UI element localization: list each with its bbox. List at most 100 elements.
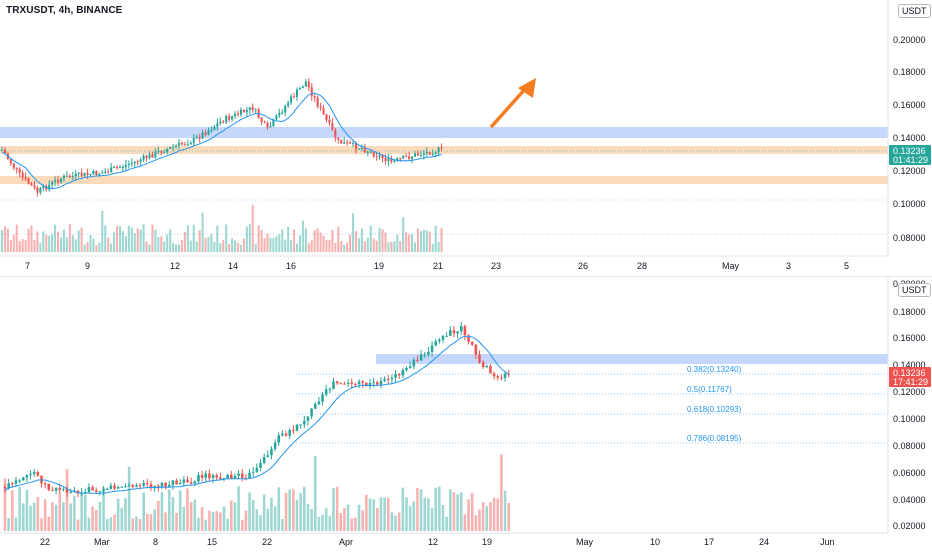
candle-body <box>76 490 80 494</box>
volume-bar <box>441 504 445 531</box>
candle-body <box>36 187 39 193</box>
volume-bar <box>396 234 399 252</box>
candle-body <box>408 156 411 159</box>
volume-bar <box>503 490 507 531</box>
candle-body <box>157 151 160 153</box>
bottom-time-axis: 22 Mar 8 15 22 Apr 12 19 May 10 17 24 Ju… <box>0 532 888 547</box>
volume-bar <box>416 228 419 252</box>
volume-bar <box>178 490 182 531</box>
candle-body <box>107 171 110 173</box>
candle-body <box>278 112 281 116</box>
time-tick: May <box>722 261 740 271</box>
candle-body <box>301 86 304 89</box>
volume-bar <box>328 516 332 531</box>
candle-body <box>225 116 228 123</box>
top-chart-pane[interactable]: 0.20000 0.18000 0.16000 0.14000 0.12000 … <box>0 0 932 276</box>
bottom-chart-pane[interactable]: 0.382(0.13240) 0.5(0.11767) 0.618(0.1029… <box>0 276 932 550</box>
volume-bar <box>172 242 175 252</box>
candle-body <box>69 491 72 493</box>
volume-bar <box>386 497 390 531</box>
volume-bar <box>171 496 175 531</box>
volume-bar <box>133 233 136 252</box>
candle-body <box>449 330 452 336</box>
candle-body <box>47 483 51 490</box>
candle-body <box>507 373 510 375</box>
time-tick: 9 <box>85 261 90 271</box>
currency-button[interactable]: USDT <box>898 283 931 297</box>
volume-bar <box>245 226 248 252</box>
candle-body <box>222 121 225 123</box>
candle-body <box>80 172 83 177</box>
candle-body <box>357 148 360 150</box>
candle-body <box>321 394 324 402</box>
volume-bar <box>463 514 467 531</box>
volume-bar <box>284 239 287 252</box>
volume-bar <box>89 234 92 252</box>
candle-body <box>9 158 12 164</box>
top-chart-canvas[interactable]: 0.20000 0.18000 0.16000 0.14000 0.12000 … <box>0 0 932 276</box>
time-tick: Apr <box>339 537 353 547</box>
volume-bar <box>65 468 69 531</box>
volume-bar <box>86 241 89 252</box>
candle-body <box>390 157 393 162</box>
candle-body <box>207 130 210 135</box>
volume-bar <box>234 240 237 252</box>
candle-body <box>287 102 290 106</box>
volume-bar <box>328 239 331 252</box>
volume-bar <box>242 238 245 252</box>
bottom-chart-canvas[interactable]: 0.382(0.13240) 0.5(0.11767) 0.618(0.1029… <box>0 277 932 551</box>
bottom-price-tag: 0.13236 17:41:29 <box>889 367 931 387</box>
volume-bar <box>317 516 321 531</box>
candle-body <box>269 126 272 128</box>
volume-bar <box>39 243 42 252</box>
candle-body <box>48 184 51 190</box>
candle-body <box>33 185 36 188</box>
volume-bar <box>481 502 485 531</box>
candle-body <box>350 382 354 384</box>
time-tick: 3 <box>786 261 791 271</box>
candle-body <box>298 88 301 90</box>
volume-bar <box>74 239 77 252</box>
candle-body <box>440 147 443 149</box>
volume-bar <box>440 228 443 252</box>
volume-bar <box>104 225 107 252</box>
volume-bar <box>378 227 381 252</box>
candle-body <box>322 108 325 115</box>
volume-bar <box>335 487 339 531</box>
candle-body <box>62 489 65 491</box>
top-volume-bars <box>0 204 443 252</box>
candle-body <box>51 489 54 491</box>
candle-body <box>175 145 178 147</box>
top-price-axis: 0.20000 0.18000 0.16000 0.14000 0.12000 … <box>887 0 926 256</box>
volume-bar <box>222 506 226 531</box>
volume-bar <box>98 242 101 252</box>
candle-body <box>116 167 119 169</box>
volume-bar <box>350 518 354 531</box>
volume-bar <box>216 225 219 252</box>
price-tick: 0.18000 <box>893 67 926 77</box>
volume-bar <box>65 237 68 252</box>
candle-body <box>177 142 181 146</box>
candle-body <box>27 178 30 184</box>
candle-body <box>138 485 142 487</box>
candle-body <box>251 471 255 473</box>
volume-bar <box>393 241 396 252</box>
candle-body <box>213 126 216 130</box>
volume-bar <box>452 492 456 531</box>
volume-bar <box>120 507 124 531</box>
volume-bar <box>368 498 372 531</box>
price-tick: 0.16000 <box>893 100 926 110</box>
volume-bar <box>281 229 284 252</box>
candle-body <box>360 148 363 150</box>
candle-body <box>189 142 192 145</box>
candle-body <box>354 383 357 385</box>
candle-body <box>98 173 101 175</box>
volume-bar <box>470 492 474 531</box>
volume-bar <box>42 231 45 252</box>
volume-bar <box>231 238 234 252</box>
candle-body <box>390 377 394 380</box>
currency-button[interactable]: USDT <box>898 4 931 18</box>
candle-body <box>281 433 284 436</box>
candle-body <box>284 433 288 436</box>
resistance-zone <box>0 127 888 138</box>
